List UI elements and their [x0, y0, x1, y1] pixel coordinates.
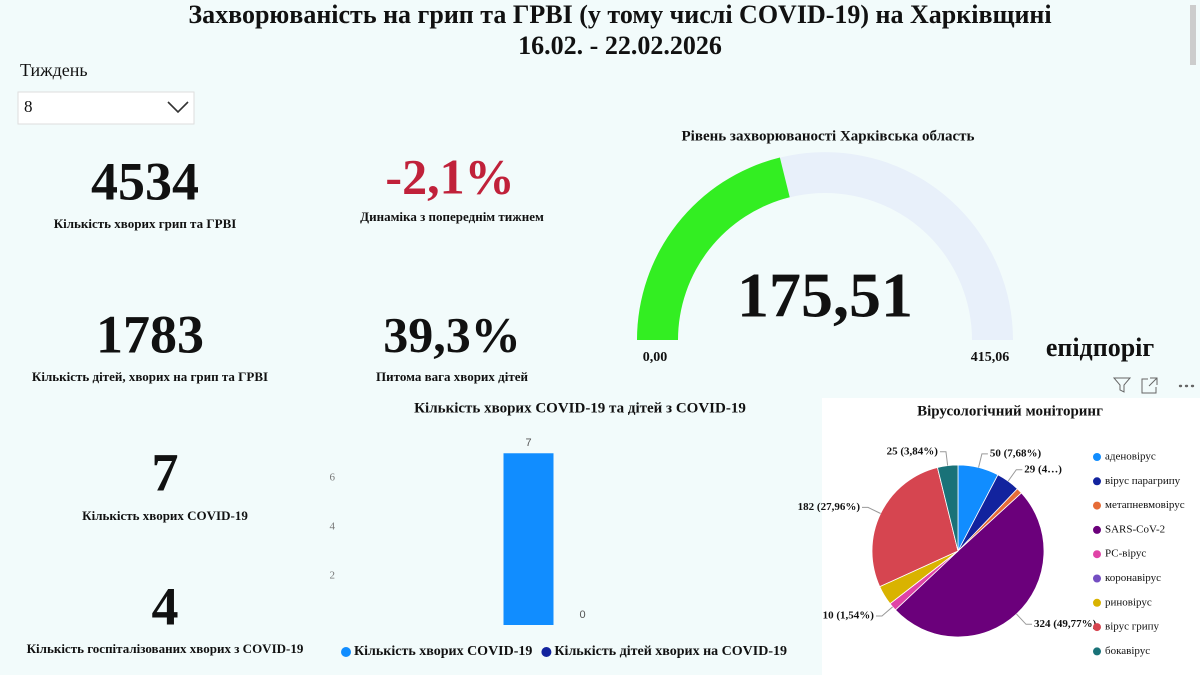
legend-marker	[1093, 525, 1101, 534]
dropdown[interactable]: 8	[17, 91, 195, 125]
kpi-label: Динаміка з попереднім тижнем	[360, 209, 544, 224]
legend-marker	[1093, 477, 1101, 486]
legend-label: Кількість хворих COVID-19	[354, 644, 532, 659]
bar	[503, 453, 554, 625]
legend-label: вірус парагрипу	[1105, 475, 1181, 487]
pie-data-label: 50 (7,68%)	[990, 447, 1042, 459]
leader-line	[939, 451, 949, 466]
kpi-label: Кількість хворих грип та ГРВІ	[54, 216, 237, 231]
legend-marker	[1093, 623, 1101, 632]
bar-title: Кількість хворих COVID-19 та дітей з COV…	[414, 400, 746, 416]
kpi-value: 1783	[96, 304, 204, 364]
legend-label: РС-вірус	[1105, 548, 1146, 560]
leader-line	[875, 606, 893, 617]
leader-line	[862, 506, 881, 514]
y-tick-label: 4	[330, 520, 336, 532]
leader-line	[1016, 613, 1033, 625]
filter-icon[interactable]	[1112, 377, 1132, 393]
visual-toolbar	[1112, 377, 1195, 394]
legend-marker	[341, 647, 351, 657]
legend-label: аденовірус	[1105, 451, 1156, 463]
subtitle: 16.02. - 22.02.2026	[518, 31, 722, 60]
legend-marker	[1093, 501, 1101, 510]
legend-label: бокавірус	[1105, 645, 1150, 657]
leader-line	[1007, 469, 1023, 482]
gauge-fill	[637, 157, 790, 340]
legend-marker	[1093, 453, 1101, 461]
kpi-label: Кількість хворих COVID-19	[82, 508, 248, 523]
pie-data-label: 10 (1,54%)	[823, 609, 875, 621]
legend-marker	[1093, 598, 1101, 607]
legend-label: Кількість дітей хворих на COVID-19	[554, 644, 787, 659]
legend-label: вірус грипу	[1105, 621, 1160, 633]
charts: Рівень захворюваності Харківська область…	[330, 128, 1185, 659]
y-tick-label: 6	[330, 471, 336, 483]
kpi-value: 39,3%	[383, 306, 521, 362]
gauge-min: 0,00	[643, 350, 668, 365]
pie-data-label: 29 (4…)	[1024, 463, 1062, 475]
kpi-value: 7	[152, 442, 179, 502]
filter-label: Тиждень	[20, 60, 88, 80]
pie-slice	[894, 492, 1045, 638]
scrollbar[interactable]	[1190, 5, 1196, 65]
legend-label: SARS-CoV-2	[1105, 523, 1165, 535]
gauge-value: 175,51	[737, 260, 913, 331]
legend-marker	[1093, 574, 1101, 583]
gauge-title: Рівень захворюваності Харківська область	[682, 128, 975, 144]
legend-marker	[1093, 647, 1101, 656]
pie-data-label: 324 (49,77%)	[1034, 618, 1097, 630]
gauge-max: 415,06	[971, 350, 1010, 365]
kpi-value: 4534	[91, 151, 199, 211]
legend-label: метапневмовірус	[1105, 499, 1185, 511]
pie-title: Вірусологічний моніторинг	[917, 403, 1103, 419]
dropdown-value[interactable]: 8	[24, 97, 33, 116]
pie-data-label: 182 (27,96%)	[798, 501, 861, 513]
data-label: 0	[579, 609, 585, 621]
legend-marker	[541, 647, 552, 657]
data-label: 7	[525, 437, 531, 449]
title: Захворюваність на грип та ГРВІ (у тому ч…	[188, 0, 1051, 29]
kpi-label: Питома вага хворих дітей	[376, 369, 529, 384]
focus-icon[interactable]	[1141, 377, 1158, 394]
legend-label: коронавірус	[1105, 572, 1161, 584]
kpi-value: -2,1%	[385, 148, 514, 204]
gauge-target-label: епідпоріг	[1046, 333, 1155, 362]
leader-line	[978, 453, 988, 468]
kpi-label: Кількість дітей, хворих на грип та ГРВІ	[32, 369, 268, 384]
dropdown-box[interactable]	[17, 91, 195, 125]
pie-data-label: 25 (3,84%)	[887, 445, 939, 457]
legend-marker	[1093, 550, 1101, 559]
y-tick-label: 2	[330, 569, 336, 581]
kpi-value: 4	[152, 576, 179, 636]
dropdown-chevron[interactable]	[167, 101, 189, 114]
kpi-label: Кількість госпіталізованих хворих з COVI…	[27, 641, 304, 656]
legend-label: риновірус	[1105, 596, 1152, 608]
